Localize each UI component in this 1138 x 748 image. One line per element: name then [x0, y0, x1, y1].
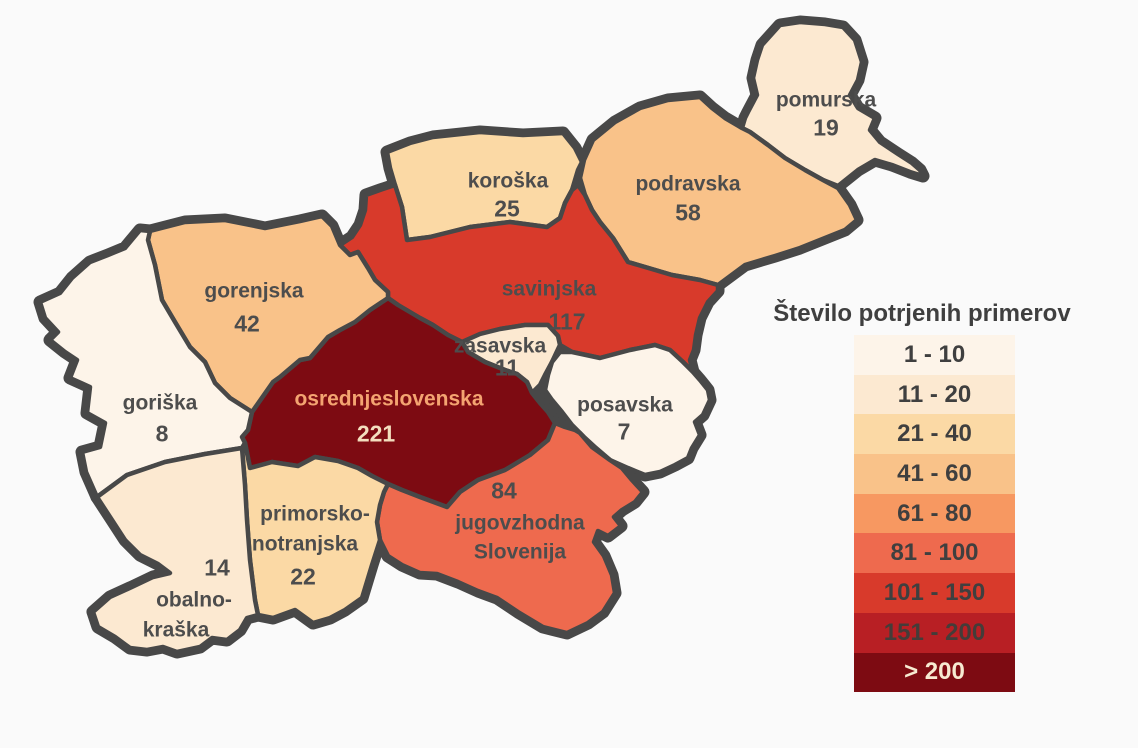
- legend-item-3: 41 - 60: [854, 454, 1015, 494]
- legend-item-2: 21 - 40: [854, 414, 1015, 455]
- legend-item-5: 81 - 100: [854, 533, 1015, 574]
- region-obalno-kraska: [90, 445, 261, 655]
- region-posavska: [542, 342, 713, 478]
- region-pomurska: [739, 19, 926, 189]
- legend-scale: 1 - 10 11 - 20 21 - 40 41 - 60 61 - 80 81 - 1…: [854, 335, 1015, 693]
- legend-item-7: 151 - 200: [854, 612, 1015, 653]
- legend-item-4: 61 - 80: [854, 493, 1015, 534]
- region-goriska: [37, 227, 255, 500]
- legend-item-8: > 200: [854, 652, 1015, 693]
- legend-item-0: 1 - 10: [854, 335, 1015, 375]
- region-jugovzhodna-slovenija: [374, 420, 646, 636]
- legend-title: Število potrjenih primerov: [773, 300, 1071, 327]
- legend-item-6: 101 - 150: [854, 573, 1015, 613]
- legend-item-1: 11 - 20: [854, 374, 1015, 415]
